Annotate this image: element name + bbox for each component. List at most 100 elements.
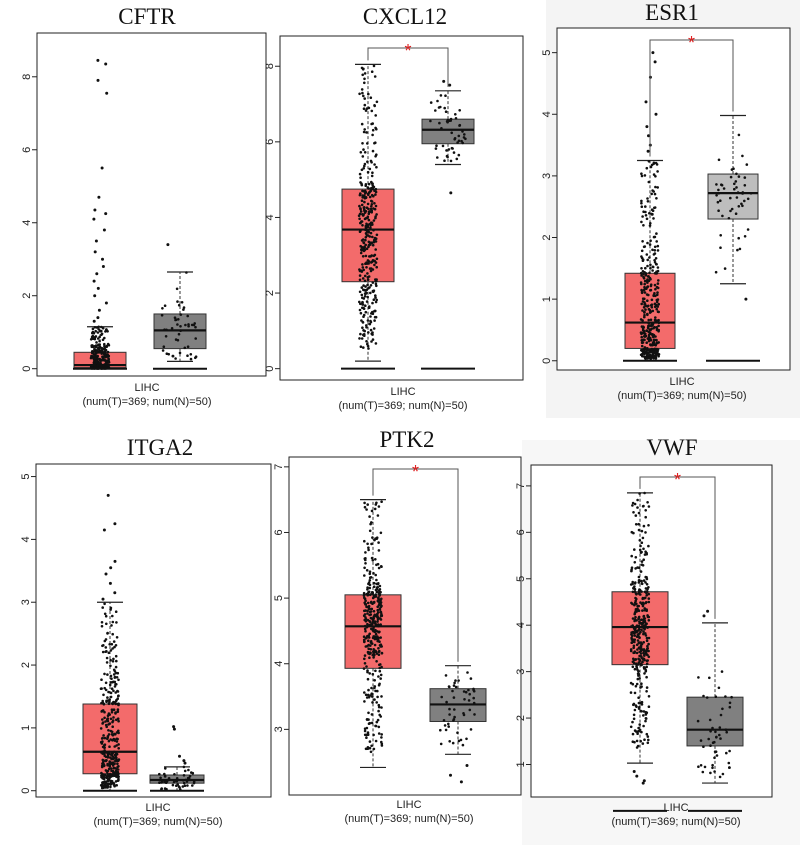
cxcl12-tumor-point (364, 191, 367, 195)
cftr-normal-point (171, 354, 175, 358)
ptk2-normal-outlier (449, 773, 452, 777)
esr1-tumor-point (653, 305, 657, 309)
esr1-chart: ESR1 0 1 2 3 4 5 LIHC (num(T)=369; num(N)=50) * (541, 0, 791, 402)
esr1-tumor-point (649, 267, 652, 270)
esr1-normal-point (735, 186, 738, 189)
vwf-tumor-point (643, 738, 646, 741)
esr1-normal-point (736, 191, 740, 194)
itga2-normal-point (163, 772, 166, 776)
ptk2-tumor-point (380, 736, 383, 739)
esr1-normal-point (720, 183, 724, 187)
cxcl12-tumor-point (370, 70, 374, 73)
vwf-tumor-point (647, 705, 651, 708)
vwf-normal-point (709, 730, 712, 733)
esr1-tumor-point (639, 271, 643, 275)
cxcl12-tumor-point (360, 337, 364, 340)
vwf-tumor-point (629, 648, 633, 651)
cxcl12-tumor-point (369, 320, 373, 324)
vwf-y-tick-label: 5 (515, 576, 527, 582)
cxcl12-tumor-point (361, 142, 364, 145)
cftr-tumor-point (97, 343, 100, 347)
ptk2-tumor-point (366, 601, 370, 605)
cxcl12-tumor-point (363, 103, 367, 107)
cftr-normal-point (177, 303, 181, 307)
cxcl12-tumor-point (369, 221, 373, 224)
ptk2-tumor-point (364, 629, 367, 633)
vwf-normal-point (721, 707, 724, 711)
vwf-tumor-point (630, 634, 634, 637)
cxcl12-tumor-point (374, 240, 378, 243)
itga2-tumor-point (115, 659, 118, 663)
itga2-tumor-point (108, 745, 111, 748)
cftr-normal-point (186, 345, 190, 349)
vwf-tumor-point (646, 501, 649, 504)
cftr-tumor-point (90, 351, 94, 354)
cftr-y-tick-label: 6 (21, 147, 33, 153)
itga2-tumor-point (112, 689, 115, 693)
esr1-tumor-point (647, 160, 651, 163)
cftr-tumor-point (96, 337, 100, 340)
vwf-tumor-point (634, 523, 638, 526)
esr1-tumor-point (649, 304, 653, 307)
itga2-tumor-point (109, 664, 112, 668)
vwf-tumor-point (639, 645, 643, 649)
vwf-tumor-point (640, 582, 644, 585)
ptk2-normal-point (461, 743, 465, 747)
ptk2-normal-point (456, 731, 459, 734)
ptk2-tumor-point (377, 647, 380, 650)
esr1-tumor-point (643, 346, 647, 349)
ptk2-tumor-point (366, 586, 369, 589)
cftr-normal-outlier (166, 243, 170, 247)
ptk2-normal-outlier (459, 780, 463, 784)
vwf-tumor-point (633, 587, 637, 591)
esr1-tumor-point (640, 344, 644, 348)
vwf-tumor-point (630, 566, 634, 569)
itga2-tumor-outlier (113, 591, 117, 595)
cxcl12-tumor-point (375, 165, 378, 169)
ptk2-tumor-point (363, 596, 366, 600)
esr1-tumor-point (641, 259, 645, 263)
cxcl12-tumor-point (364, 217, 368, 220)
ptk2-normal-outlier (465, 764, 469, 767)
ptk2-tumor-point (376, 618, 380, 621)
cxcl12-y-tick-label: 0 (264, 366, 276, 372)
ptk2-tumor-point (375, 582, 379, 586)
itga2-tumor-point (117, 743, 120, 746)
vwf-tumor-point (644, 717, 648, 720)
ptk2-tumor-point (367, 711, 370, 715)
itga2-tumor-point (110, 642, 114, 646)
ptk2-tumor-point (380, 597, 383, 601)
esr1-tumor-point (641, 215, 644, 218)
esr1-tumor-point (656, 244, 660, 248)
cxcl12-tumor-point (363, 274, 367, 278)
esr1-tumor-point (657, 330, 660, 333)
cxcl12-normal-point (443, 159, 446, 162)
vwf-tumor-point (645, 583, 649, 586)
ptk2-tumor-point (374, 724, 377, 728)
vwf-tumor-point (639, 630, 642, 634)
esr1-tumor-point (644, 266, 647, 270)
cftr-tumor-outlier (92, 217, 96, 221)
esr1-tumor-point (640, 302, 643, 306)
cxcl12-tumor-point (358, 217, 361, 221)
cftr-normal-point (175, 287, 179, 291)
esr1-tumor-point (649, 239, 652, 242)
cxcl12-tumor-point (374, 155, 377, 158)
cxcl12-normal-point (441, 144, 445, 148)
vwf-normal-point (708, 718, 712, 722)
vwf-tumor-point (641, 742, 645, 745)
cxcl12-tumor-point (367, 243, 371, 247)
ptk2-tumor-point (376, 718, 380, 722)
esr1-tumor-point (647, 304, 650, 308)
itga2-tumor-point (110, 769, 113, 773)
esr1-tumor-point (645, 166, 649, 170)
vwf-x-label: LIHC (663, 802, 688, 814)
cxcl12-significance-bracket (367, 47, 449, 87)
itga2-tumor-point (103, 602, 106, 606)
itga2-normal-point (164, 767, 167, 770)
vwf-tumor-point (633, 548, 636, 551)
esr1-normal-point (717, 209, 720, 212)
vwf-tumor-point (631, 501, 635, 505)
esr1-tumor-point (641, 341, 645, 344)
vwf-tumor-point (636, 506, 639, 509)
